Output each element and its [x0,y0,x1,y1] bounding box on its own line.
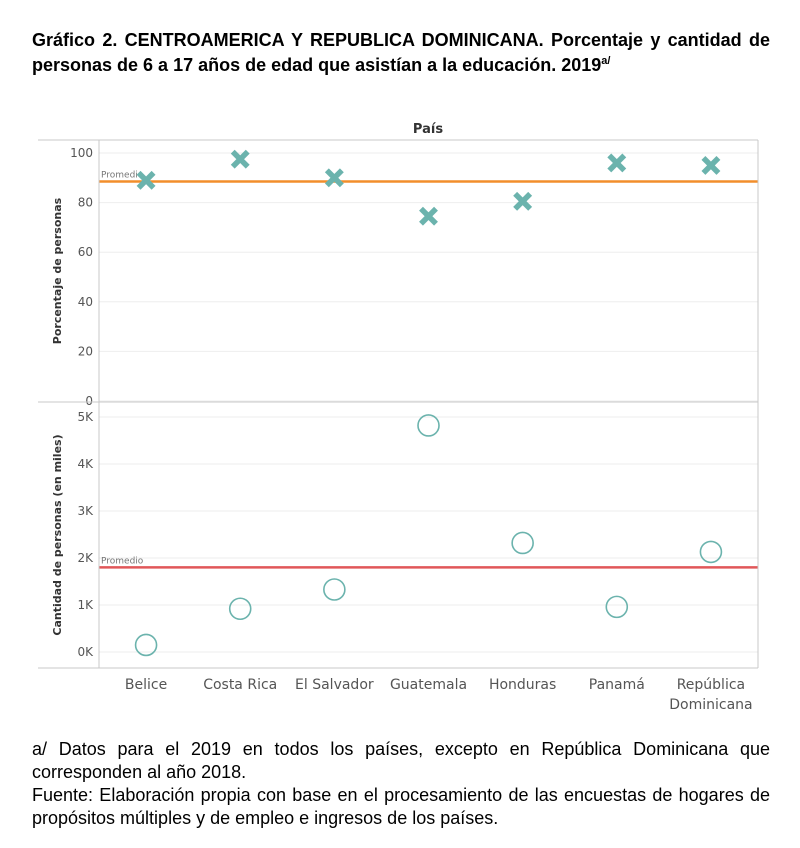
chart-title: Gráfico 2. CENTROAMERICA Y REPUBLICA DOM… [32,30,770,76]
data-point-x-marker [230,149,250,169]
y-tick-label: 60 [78,245,93,259]
x-marker-stroke [324,168,344,188]
footnotes: a/ Datos para el 2019 en todos los paíse… [32,738,770,830]
x-axis: Belice Costa Rica El Salvador Guatemala Hond… [125,677,753,713]
x-category-label: El Salvador [295,677,374,693]
data-point-circle-marker [699,540,723,564]
percentage-panel: 0 20 40 60 80 100 Porcentaje de personas Promed… [51,146,758,408]
y-axis-label: Cantidad de personas (en miles) [51,434,64,635]
data-point-circle-marker [417,414,440,437]
column-header: País [413,122,443,137]
data-point-circle-marker [228,597,252,621]
x-marker-stroke [607,153,627,173]
y-tick-label: 0K [77,645,94,659]
data-point-x-marker [513,191,533,211]
x-marker-stroke [230,149,250,169]
y-axis-label: Porcentaje de personas [51,197,64,344]
data-point-circle-marker [511,531,534,555]
data-point-x-marker [419,206,438,226]
data-point-x-marker [324,168,344,188]
y-tick-label: 4K [77,457,94,471]
y-tick-label: 2K [77,551,94,565]
y-tick-label: 100 [70,146,93,160]
data-point-x-marker [607,153,627,173]
count-panel: 0K 1K 2K 3K 4K 5K Cantidad de personas (en mil… [51,410,758,659]
chart-area: País 0 20 40 60 80 100 Porcentaje de personas P… [38,122,759,713]
x-marker-stroke [419,206,438,226]
y-tick-label: 80 [78,196,93,210]
data-point-x-marker [701,155,721,175]
y-tick-label: 3K [77,504,94,518]
average-line-label: Promedio [101,556,144,566]
footnote-data-year: a/ Datos para el 2019 en todos los paíse… [32,739,770,782]
x-marker-stroke [136,170,156,190]
x-marker-stroke [701,155,721,175]
y-tick-label: 40 [78,295,93,309]
y-tick-label: 20 [78,344,93,358]
footnote-source: Fuente: Elaboración propia con base en e… [32,785,770,828]
data-point-x-marker [136,170,156,190]
data-point-circle-marker [134,633,158,657]
y-tick-label: 1K [77,598,94,612]
data-point-circle-marker [323,578,346,601]
x-category-label: Honduras [489,677,556,693]
x-marker-stroke [513,191,533,211]
average-line-label: Promedio [101,171,144,181]
x-category-label: República Dominicana [669,677,752,713]
x-category-label: Costa Rica [203,677,277,693]
chart-title-footnote-mark: a/ [601,55,611,67]
y-tick-label: 5K [77,410,94,424]
x-category-label: Belice [125,677,167,693]
x-category-label: Panamá [589,677,645,693]
chart-title-text: Gráfico 2. CENTROAMERICA Y REPUBLICA DOM… [32,30,770,75]
data-point-circle-marker [605,595,629,619]
y-tick-label: 0 [85,394,93,408]
x-category-label: Guatemala [390,677,467,693]
